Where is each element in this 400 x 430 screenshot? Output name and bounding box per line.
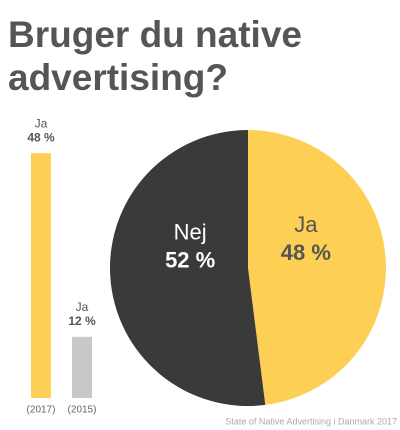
value-label: 48 % [281,240,331,265]
x-tick-label: (2017) [27,405,56,416]
x-tick-label: (2015) [68,405,97,416]
bar-label: Ja [35,116,48,130]
bar [72,336,92,398]
pie-slice [248,130,387,405]
bar [31,153,51,398]
chart-title: Bruger du native [8,14,302,55]
value-label: 48 % [27,130,55,144]
value-label: 12 % [68,314,96,328]
slice-label: Ja [294,212,318,237]
bar-label: Ja [76,300,89,314]
pie-slice [110,130,266,406]
source: State of Native Advertising i Danmark 20… [225,416,397,426]
value-label: 52 % [165,247,215,272]
chart-title: advertising? [8,57,228,98]
slice-label: Nej [174,219,207,244]
